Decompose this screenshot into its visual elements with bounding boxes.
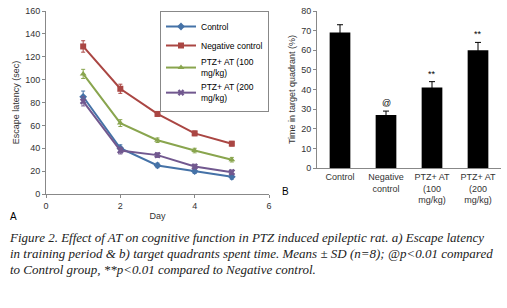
svg-text:30: 30 (301, 104, 311, 114)
svg-text:Time in target quadrant (%): Time in target quadrant (%) (287, 35, 297, 144)
svg-text:PTZ+ AT(200mg/kg): PTZ+ AT(200mg/kg) (460, 172, 496, 205)
svg-text:2: 2 (118, 201, 123, 211)
svg-text:140: 140 (25, 29, 40, 39)
svg-text:PTZ+ AT (200mg/kg): PTZ+ AT (200mg/kg) (201, 82, 254, 103)
svg-text:0: 0 (306, 163, 311, 173)
svg-text:0: 0 (43, 201, 48, 211)
svg-text:4: 4 (192, 201, 197, 211)
svg-text:**: ** (428, 69, 436, 79)
svg-text:10: 10 (301, 144, 311, 154)
svg-text:0: 0 (35, 189, 40, 199)
svg-text:160: 160 (25, 6, 40, 16)
svg-text:PTZ+ AT(100mg/kg): PTZ+ AT(100mg/kg) (414, 172, 450, 205)
svg-text:120: 120 (25, 52, 40, 62)
svg-text:Control: Control (201, 22, 229, 32)
svg-text:PTZ+ AT (100mg/kg): PTZ+ AT (100mg/kg) (201, 57, 254, 78)
html-text:Figure 2. Effect of AT on cogn: Figure 2. Effect of AT on cognitive func… (10, 230, 493, 277)
svg-text:70: 70 (301, 26, 311, 36)
svg-text:50: 50 (301, 65, 311, 75)
svg-text:Negativecontrol: Negativecontrol (368, 172, 404, 194)
svg-text:Escape latency (sec): Escape latency (sec) (11, 61, 21, 145)
svg-text:**: ** (474, 29, 482, 39)
svg-text:60: 60 (30, 121, 40, 131)
svg-text:Negative control: Negative control (201, 41, 263, 51)
svg-text:20: 20 (30, 166, 40, 176)
svg-text:6: 6 (266, 201, 271, 211)
svg-text:20: 20 (301, 124, 311, 134)
svg-text:40: 40 (30, 143, 40, 153)
svg-text:A: A (10, 211, 17, 222)
svg-text:80: 80 (30, 98, 40, 108)
svg-text:Control: Control (325, 172, 354, 182)
svg-text:Day: Day (149, 211, 166, 221)
svg-text:60: 60 (301, 45, 311, 55)
svg-text:40: 40 (301, 85, 311, 95)
svg-text:B: B (282, 186, 289, 197)
svg-text:80: 80 (301, 6, 311, 16)
svg-text:100: 100 (25, 75, 40, 85)
svg-text:@: @ (382, 98, 391, 108)
